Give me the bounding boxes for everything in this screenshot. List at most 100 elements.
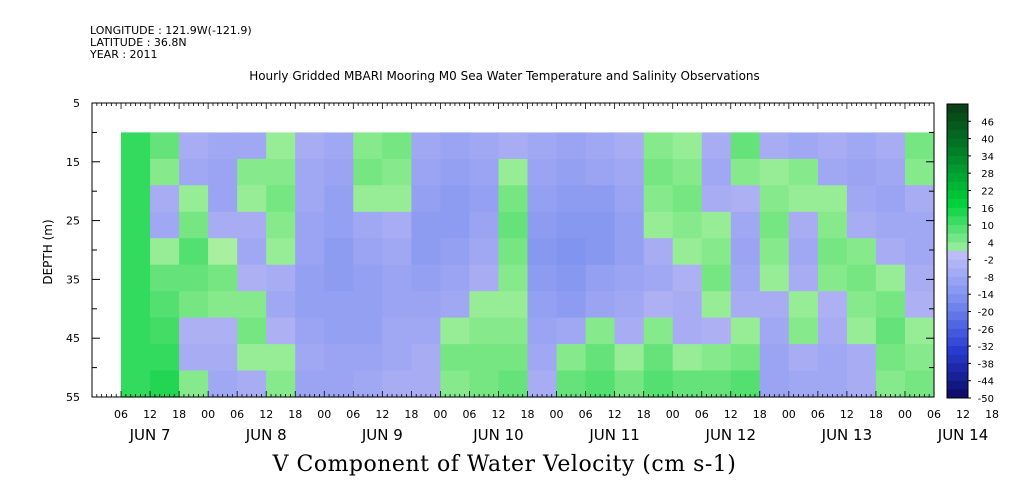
heatmap-cell	[411, 158, 441, 186]
heatmap-cell	[324, 344, 354, 372]
colorbar-swatch	[947, 380, 968, 390]
colorbar-swatch	[947, 104, 968, 114]
heatmap-cell	[585, 158, 616, 186]
heatmap-cell	[411, 132, 441, 160]
heatmap-cell	[469, 238, 499, 266]
heatmap-cell	[643, 132, 674, 160]
heatmap-cell	[237, 185, 267, 213]
heatmap-cell	[150, 238, 180, 266]
heatmap-cell	[469, 370, 499, 398]
colorbar-label: 4	[988, 238, 994, 249]
heatmap-cell	[905, 370, 935, 398]
heatmap-cell	[759, 264, 790, 292]
heatmap-cell	[701, 264, 732, 292]
heatmap-cell	[353, 264, 383, 292]
heatmap-cell	[295, 370, 325, 398]
x-tick-label: 00	[782, 408, 796, 421]
heatmap-cell	[527, 317, 558, 345]
x-tick-label: 12	[724, 408, 738, 421]
heatmap-cell	[643, 185, 674, 213]
heatmap-cell	[730, 211, 761, 239]
heatmap-cell	[701, 317, 732, 345]
heatmap-cell	[150, 132, 180, 160]
heatmap-cell	[237, 132, 267, 160]
heatmap-cell	[614, 370, 645, 398]
heatmap-cell	[411, 264, 441, 292]
heatmap-cell	[179, 264, 209, 292]
y-tick-label: 15	[66, 156, 80, 169]
heatmap-cell	[208, 370, 238, 398]
heatmap-cell	[527, 132, 558, 160]
heatmap-cell	[817, 238, 848, 266]
heatmap-cell	[179, 158, 209, 186]
heatmap-cell	[150, 211, 180, 239]
y-tick-label: 55	[66, 391, 80, 404]
heatmap-cell	[875, 291, 906, 319]
heatmap-cell	[701, 132, 732, 160]
heatmap-cell	[527, 344, 558, 372]
heatmap-cell	[672, 158, 703, 186]
heatmap-cell	[121, 211, 151, 239]
heatmap-cell	[295, 185, 325, 213]
heatmap-cell	[411, 317, 441, 345]
heatmap-cell	[324, 264, 354, 292]
heatmap-cell	[846, 317, 877, 345]
heatmap-cell	[846, 291, 877, 319]
colorbar-swatch	[947, 147, 968, 157]
x-day-label: JUN 7	[129, 426, 171, 444]
heatmap-cell	[817, 370, 848, 398]
heatmap-cell	[121, 132, 151, 160]
colorbar-swatch	[947, 251, 968, 261]
heatmap-cell	[266, 132, 296, 160]
heatmap-cell	[121, 370, 151, 398]
heatmap-cell	[527, 264, 558, 292]
heatmap-cell	[440, 132, 470, 160]
heatmap-cell	[208, 291, 238, 319]
colorbar-swatch	[947, 181, 968, 191]
heatmap-cell	[440, 211, 470, 239]
heatmap-cell	[759, 238, 790, 266]
heatmap-cell	[179, 344, 209, 372]
heatmap-cell	[730, 370, 761, 398]
heatmap-cell	[759, 344, 790, 372]
heatmap-cell	[382, 370, 412, 398]
heatmap-cell	[179, 211, 209, 239]
heatmap-cell	[498, 238, 529, 266]
heatmap-cell	[411, 370, 441, 398]
heatmap-cell	[556, 158, 587, 186]
heatmap-cell	[759, 370, 790, 398]
heatmap-cell	[527, 211, 558, 239]
heatmap-cell	[324, 185, 354, 213]
heatmap-cell	[498, 264, 529, 292]
heatmap-cell	[585, 238, 616, 266]
chart-title: Hourly Gridded MBARI Mooring M0 Sea Wate…	[249, 69, 760, 83]
heatmap-cell	[846, 238, 877, 266]
colorbar-label: -26	[978, 325, 994, 336]
x-tick-label: 00	[317, 408, 331, 421]
x-tick-label: 18	[753, 408, 767, 421]
colorbar-label: -2	[984, 256, 994, 267]
heatmap-cell	[469, 132, 499, 160]
heatmap-cell	[440, 291, 470, 319]
heatmap-cell	[208, 264, 238, 292]
x-day-label: JUN 12	[705, 426, 756, 444]
heatmap-cell	[817, 317, 848, 345]
heatmap-cell	[121, 185, 151, 213]
longitude-label: LONGITUDE : 121.9W(-121.9)	[90, 24, 252, 37]
heatmap-cell	[498, 291, 529, 319]
heatmap-cell	[498, 185, 529, 213]
colorbar-swatch	[947, 328, 968, 338]
heatmap-cell	[382, 264, 412, 292]
heatmap-cell	[411, 291, 441, 319]
heatmap-cell	[643, 238, 674, 266]
colorbar-swatch	[947, 276, 968, 286]
colorbar-label: 16	[981, 204, 994, 215]
heatmap-cell	[846, 264, 877, 292]
heatmap-cell	[730, 264, 761, 292]
x-tick-label: 00	[201, 408, 215, 421]
y-tick-label: 25	[66, 215, 80, 228]
heatmap-cell	[179, 370, 209, 398]
x-tick-label: 00	[550, 408, 564, 421]
x-tick-label: 12	[840, 408, 854, 421]
